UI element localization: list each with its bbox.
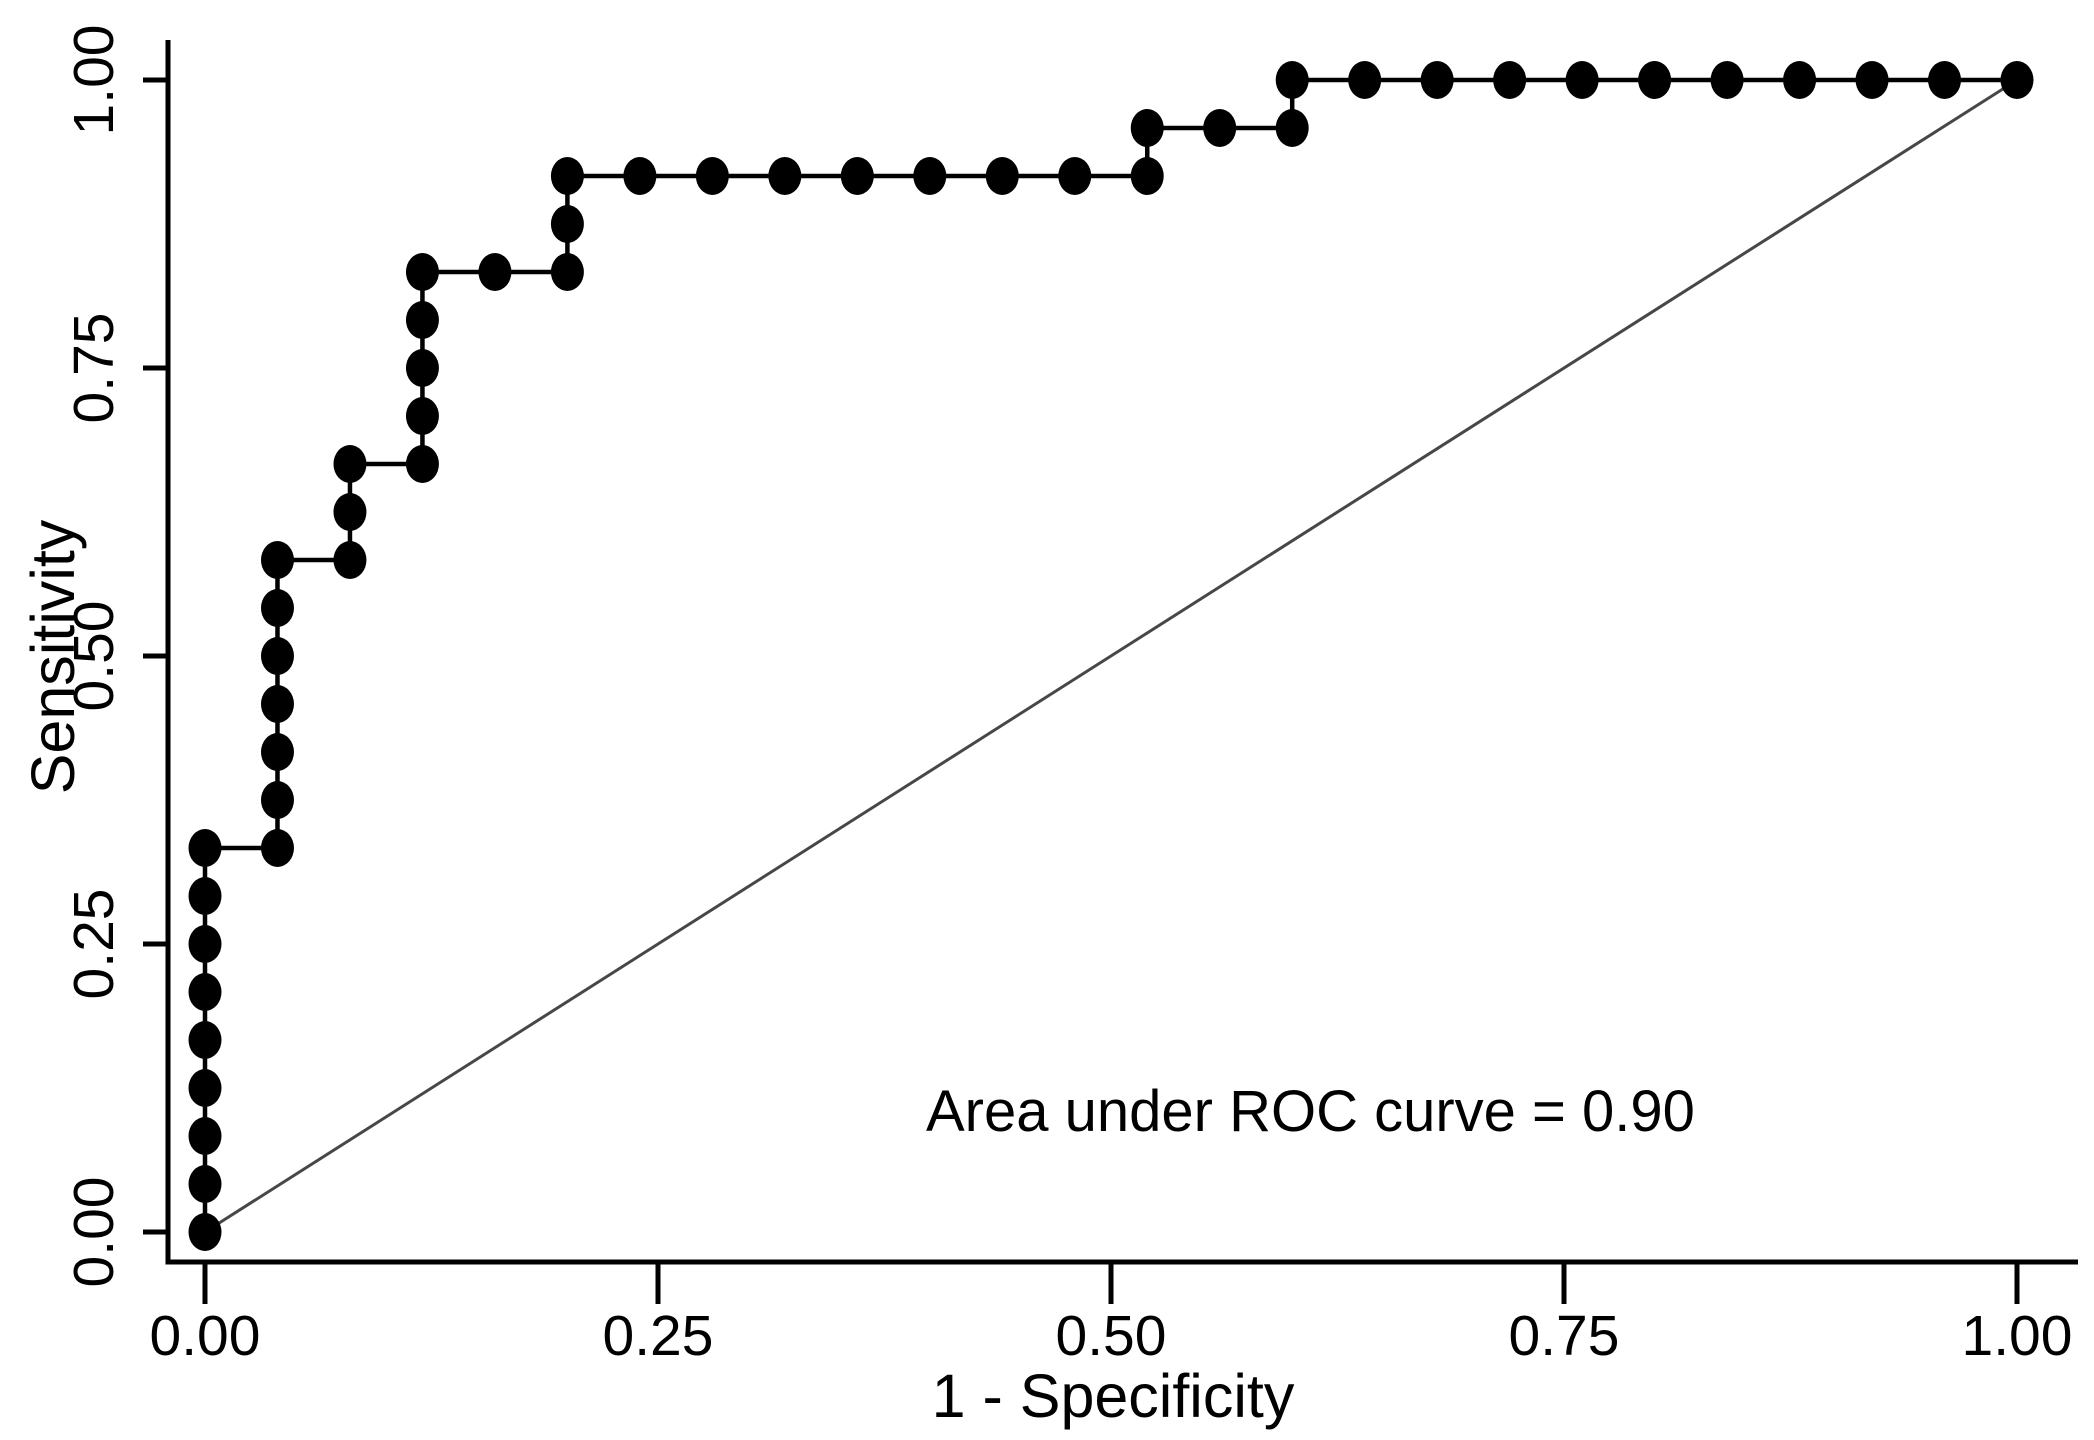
roc-data-point <box>1565 61 1599 99</box>
roc-data-point <box>478 253 512 291</box>
auc-annotation: Area under ROC curve = 0.90 <box>926 1079 1695 1144</box>
roc-data-point <box>1203 109 1237 147</box>
y-axis-title: Sensitivity <box>19 519 87 794</box>
roc-data-point <box>260 685 294 723</box>
roc-data-point <box>550 157 584 195</box>
y-tick-label: 0.00 <box>62 1177 126 1288</box>
roc-data-point <box>1928 61 1962 99</box>
roc-data-point <box>985 157 1019 195</box>
roc-data-point <box>188 1021 222 1059</box>
y-tick-label: 1.00 <box>62 25 126 136</box>
roc-data-point <box>333 541 367 579</box>
roc-data-point <box>188 925 222 963</box>
y-tick-label: 0.75 <box>62 313 126 424</box>
reference-line-layer <box>204 78 2018 1234</box>
roc-data-point <box>768 157 802 195</box>
roc-data-point <box>188 1213 222 1251</box>
roc-data-point <box>260 541 294 579</box>
x-tick-label: 0.75 <box>1509 1304 1620 1368</box>
x-tick-label: 0.50 <box>1056 1304 1167 1368</box>
roc-data-point <box>1275 109 1309 147</box>
roc-data-point <box>1420 61 1454 99</box>
roc-data-point <box>1493 61 1527 99</box>
roc-data-point <box>260 829 294 867</box>
roc-data-point <box>1638 61 1672 99</box>
roc-data-point <box>188 877 222 915</box>
roc-data-point <box>1710 61 1744 99</box>
roc-data-point <box>188 829 222 867</box>
roc-data-point <box>405 301 439 339</box>
diagonal-reference-line <box>204 78 2018 1234</box>
x-axis-title: 1 - Specificity <box>932 1362 1295 1430</box>
roc-data-point <box>1783 61 1817 99</box>
roc-data-point <box>623 157 657 195</box>
roc-data-point <box>260 781 294 819</box>
roc-data-point <box>188 973 222 1011</box>
roc-data-point <box>188 1117 222 1155</box>
roc-data-point <box>260 637 294 675</box>
x-tick-label: 0.00 <box>150 1304 261 1368</box>
roc-data-point <box>405 445 439 483</box>
axes-layer <box>165 40 2078 1265</box>
roc-data-point <box>333 493 367 531</box>
roc-data-point <box>2000 61 2034 99</box>
axis-spine <box>165 40 2078 1265</box>
roc-data-point <box>695 157 729 195</box>
roc-data-point <box>913 157 947 195</box>
roc-data-point <box>260 589 294 627</box>
roc-data-point <box>1275 61 1309 99</box>
roc-curve-layer <box>188 61 2034 1251</box>
x-tick-label: 1.00 <box>1962 1304 2073 1368</box>
roc-data-point <box>1130 109 1164 147</box>
roc-data-point <box>1348 61 1382 99</box>
roc-data-point <box>1130 157 1164 195</box>
roc-data-point <box>405 349 439 387</box>
y-tick-label: 0.25 <box>62 889 126 1000</box>
roc-data-point <box>333 445 367 483</box>
roc-data-point <box>405 253 439 291</box>
roc-data-point <box>550 253 584 291</box>
ticks-layer: 0.00 0.25 0.50 0.75 1.00 0.00 0.25 0.50 0.75 1.00 <box>62 25 2072 1368</box>
x-tick-label: 0.25 <box>603 1304 714 1368</box>
roc-data-point <box>188 1069 222 1107</box>
y-tick-label: 0.50 <box>62 601 126 712</box>
roc-data-point <box>405 397 439 435</box>
roc-data-point <box>188 1165 222 1203</box>
roc-data-point <box>1855 61 1889 99</box>
roc-data-point <box>550 205 584 243</box>
roc-data-point <box>1058 157 1092 195</box>
roc-data-point <box>260 733 294 771</box>
roc-data-point <box>840 157 874 195</box>
